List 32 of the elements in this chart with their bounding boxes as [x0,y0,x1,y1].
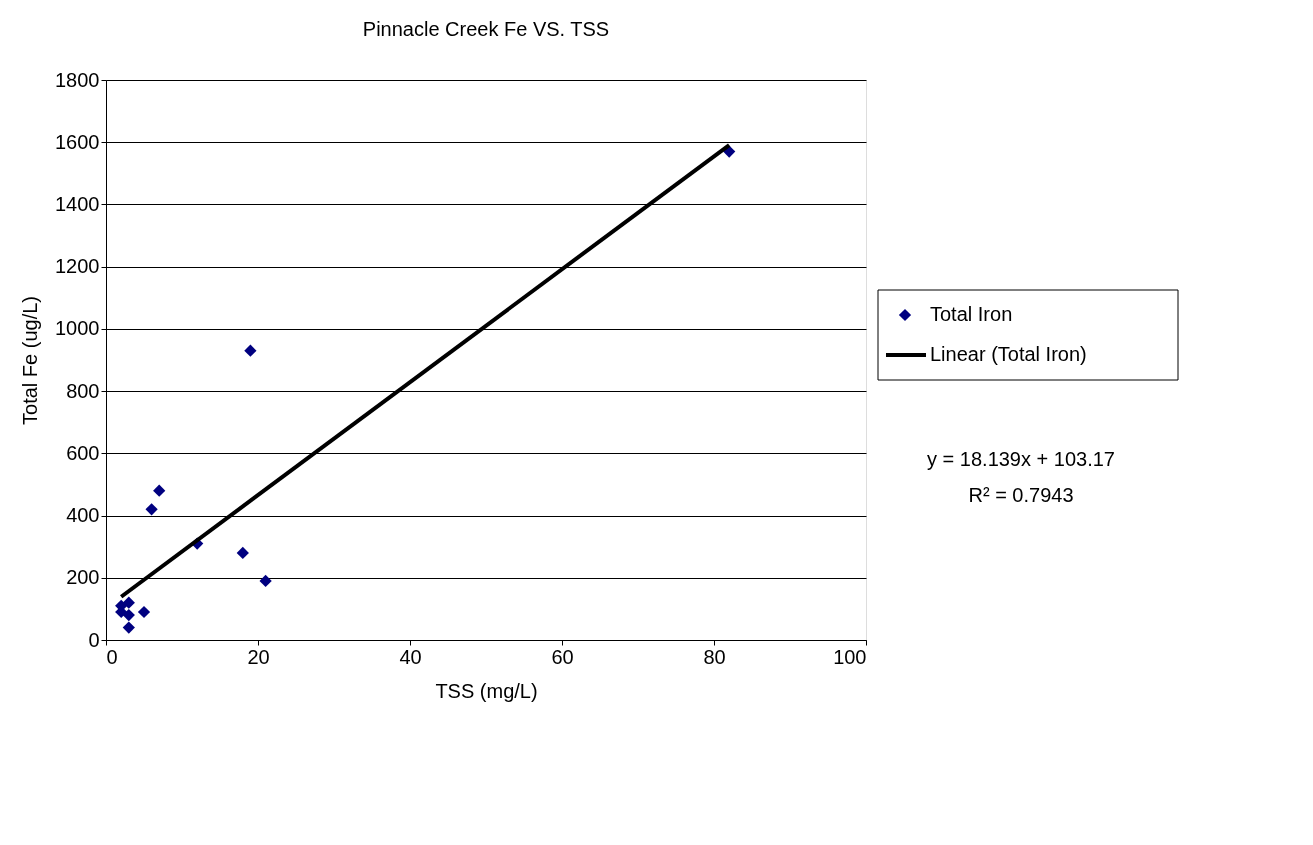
point [259,574,272,588]
y-tick-label: 400 [66,504,100,527]
text: R² = 0.7943 [968,484,1074,506]
x-tick-label: 100 [833,645,867,668]
point [236,546,249,560]
point [145,503,158,516]
legend-label: Total Iron [930,303,1013,325]
point [122,621,135,634]
point [122,608,135,622]
x-axis-title: TSS (mg/L) [435,679,538,702]
point [122,596,135,609]
legend-label: Linear (Total Iron) [930,343,1087,365]
y-axis-title: Total Fe (ug/L) [19,296,42,425]
y-tick-label: 600 [66,441,100,464]
chart-title: Pinnacle Creek Fe VS. TSS [362,18,610,40]
x-tick-label: 40 [399,645,422,668]
y-tick-label: 1200 [55,255,100,278]
x-tick-label: 60 [551,645,574,668]
y-tick-label: 1600 [55,130,100,153]
y-tick-label: 200 [66,566,100,589]
y-tick-label: 1400 [55,192,100,215]
point [153,484,166,497]
y-tick-label: 1800 [55,68,100,91]
x-tick-label: 20 [247,645,270,668]
point [137,605,151,619]
y-tick-label: 800 [66,379,100,402]
x-tick-label: 0 [106,645,118,668]
point [244,344,257,357]
y-tick-label: 0 [88,628,100,651]
x-tick-label: 80 [703,645,726,668]
text: y = 18.139x + 103.17 [927,448,1115,470]
y-tick-label: 1000 [55,317,100,340]
